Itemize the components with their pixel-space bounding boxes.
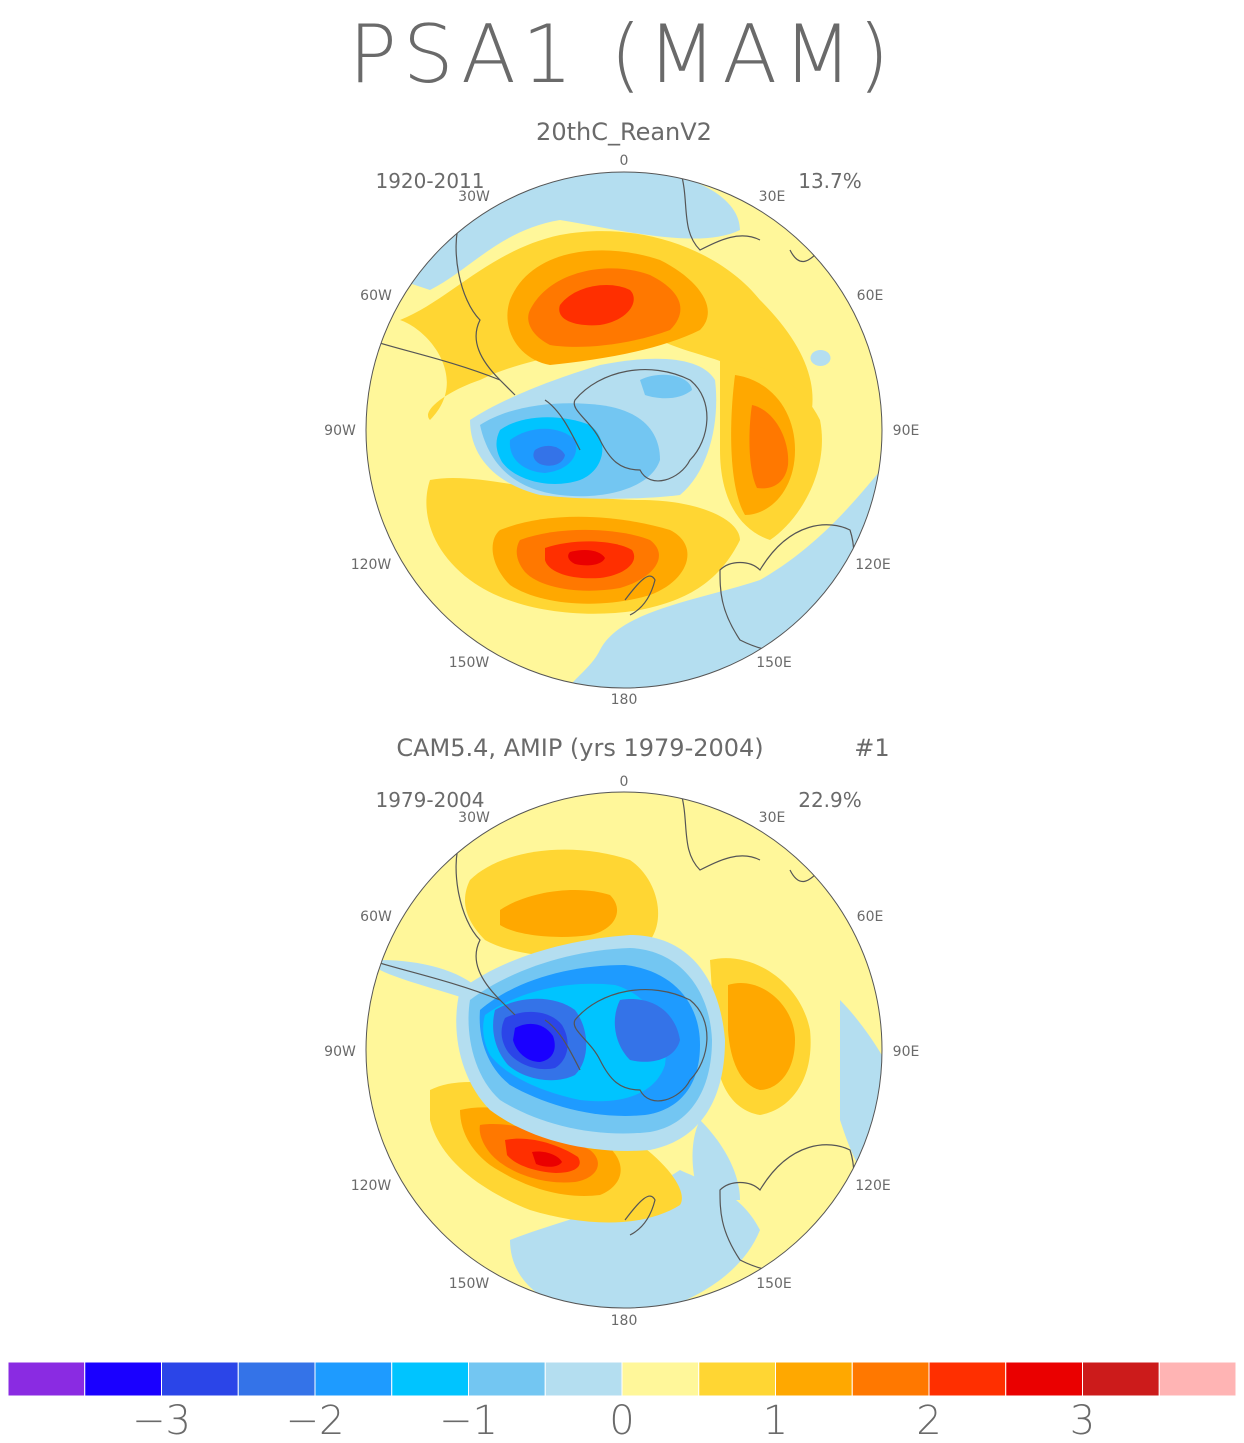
colorbar-tick-label: 1	[763, 1398, 788, 1443]
lon-30e: 30E	[759, 810, 786, 826]
panel-1-field	[366, 172, 882, 688]
colorbar-swatch	[698, 1361, 776, 1397]
panel-2-percent: 22.9%	[798, 788, 862, 812]
lon-150e: 150E	[756, 1276, 792, 1292]
colorbar-swatch	[237, 1361, 316, 1397]
panel-1-percent: 13.7%	[798, 169, 862, 193]
panel-2-lon-labels: 0 30W 30E 60W 60E 90W 90E 120W 120E 150W…	[324, 774, 919, 1329]
colorbar-swatch	[1005, 1361, 1083, 1397]
colorbar-tick-label: −2	[286, 1398, 345, 1443]
lon-60e: 60E	[857, 909, 884, 925]
lon-180: 180	[611, 692, 638, 708]
lon-120e: 120E	[855, 557, 891, 573]
panel-1: 20thC_ReanV2 1920-2011 13.7%	[324, 118, 919, 708]
colorbar-swatch	[928, 1361, 1007, 1397]
colorbar-swatch	[775, 1361, 853, 1397]
colorbar-swatch	[7, 1361, 86, 1397]
lon-30e: 30E	[759, 189, 786, 205]
colorbar-labels: −3 −2 −1 0 1 2 3	[132, 1398, 1095, 1443]
panel-2-years: 1979-2004	[375, 788, 484, 812]
colorbar-swatch	[1158, 1361, 1237, 1397]
lon-30w: 30W	[458, 189, 490, 205]
colorbar-swatch	[621, 1361, 700, 1397]
page-title: PSA1 (MAM)	[348, 8, 896, 101]
lon-120e: 120E	[855, 1178, 891, 1194]
lon-60e: 60E	[857, 288, 884, 304]
lon-60w: 60W	[360, 909, 392, 925]
colorbar-tick-label: −3	[132, 1398, 191, 1443]
lon-150w: 150W	[449, 655, 490, 671]
colorbar-swatch	[314, 1361, 393, 1397]
lon-90e: 90E	[893, 423, 920, 439]
colorbar-tick-label: 2	[916, 1398, 941, 1443]
colorbar-swatch	[1082, 1361, 1160, 1397]
colorbar-swatch	[468, 1361, 546, 1397]
panel-1-years: 1920-2011	[375, 169, 484, 193]
lon-180: 180	[611, 1313, 638, 1329]
colorbar	[7, 1361, 1237, 1397]
lon-60w: 60W	[360, 288, 392, 304]
lon-120w: 120W	[351, 557, 392, 573]
lon-90w: 90W	[324, 423, 356, 439]
lon-150e: 150E	[756, 655, 792, 671]
lon-0: 0	[620, 153, 629, 169]
panel-2: CAM5.4, AMIP (yrs 1979-2004) #1 1979-200…	[324, 734, 919, 1329]
colorbar-swatch	[391, 1361, 469, 1397]
panel-1-title: 20thC_ReanV2	[536, 118, 712, 146]
colorbar-tick-label: 0	[609, 1398, 634, 1443]
lon-30w: 30W	[458, 810, 490, 826]
colorbar-swatch	[544, 1361, 623, 1397]
lon-120w: 120W	[351, 1178, 392, 1194]
lon-90w: 90W	[324, 1044, 356, 1060]
panel-2-number: #1	[854, 734, 889, 762]
panel-2-title: CAM5.4, AMIP (yrs 1979-2004)	[396, 734, 763, 762]
lon-150w: 150W	[449, 1276, 490, 1292]
colorbar-tick-label: −1	[439, 1398, 498, 1443]
colorbar-swatch	[84, 1361, 162, 1397]
colorbar-tick-label: 3	[1070, 1398, 1095, 1443]
lon-90e: 90E	[893, 1044, 920, 1060]
lon-0: 0	[620, 774, 629, 790]
panel-1-lon-labels: 0 30W 30E 60W 60E 90W 90E 120W 120E 150W…	[324, 153, 919, 708]
colorbar-swatch	[161, 1361, 239, 1397]
colorbar-swatch	[851, 1361, 930, 1397]
panel-1-coastlines	[369, 172, 855, 653]
